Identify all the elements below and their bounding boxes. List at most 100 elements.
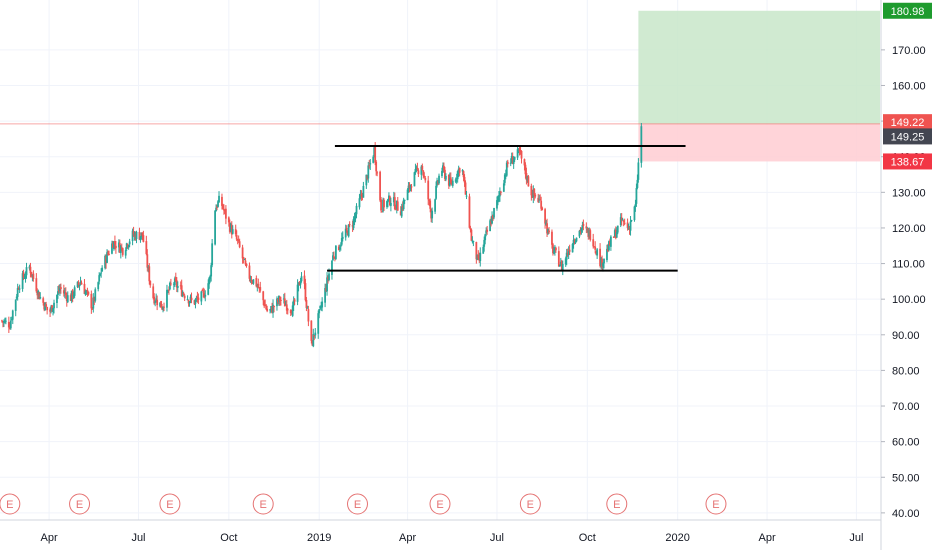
candle-body[interactable] <box>224 208 227 219</box>
candle-body[interactable] <box>351 225 354 227</box>
candle-body[interactable] <box>93 297 96 302</box>
candle-body[interactable] <box>31 274 34 276</box>
candle-body[interactable] <box>486 229 489 232</box>
candle-body[interactable] <box>527 176 530 187</box>
candle-body[interactable] <box>468 196 471 228</box>
candle-body[interactable] <box>194 299 197 304</box>
candle-body[interactable] <box>620 217 623 221</box>
candle-body[interactable] <box>249 279 252 281</box>
candle-body[interactable] <box>230 224 233 235</box>
candle-body[interactable] <box>234 229 237 235</box>
candle-body[interactable] <box>83 283 86 294</box>
candle-body[interactable] <box>244 260 247 265</box>
candle-body[interactable] <box>636 179 639 188</box>
candle-body[interactable] <box>80 282 83 285</box>
candle-body[interactable] <box>626 222 629 228</box>
candle-body[interactable] <box>334 245 337 259</box>
candle-body[interactable] <box>544 209 546 224</box>
candle-body[interactable] <box>506 161 509 165</box>
candle-body[interactable] <box>223 208 225 211</box>
candle-body[interactable] <box>182 293 185 295</box>
candle-body[interactable] <box>332 255 334 261</box>
candle-body[interactable] <box>203 293 206 298</box>
candle-body[interactable] <box>592 239 595 247</box>
earnings-marker[interactable] <box>347 493 368 515</box>
candle-body[interactable] <box>273 306 275 308</box>
candle-body[interactable] <box>71 290 74 298</box>
candle-body[interactable] <box>28 266 31 269</box>
candle-body[interactable] <box>496 200 498 209</box>
candle-body[interactable] <box>272 304 274 313</box>
candle-body[interactable] <box>539 199 542 201</box>
candle-body[interactable] <box>155 298 158 303</box>
candle-body[interactable] <box>602 263 604 267</box>
candle-body[interactable] <box>222 204 224 209</box>
candle-body[interactable] <box>504 174 507 176</box>
candle-body[interactable] <box>84 291 87 295</box>
candle-body[interactable] <box>128 241 131 245</box>
candle-body[interactable] <box>310 320 313 341</box>
candle-body[interactable] <box>257 283 260 288</box>
candle-body[interactable] <box>545 222 547 225</box>
candle-body[interactable] <box>149 280 152 286</box>
candle-body[interactable] <box>573 241 576 243</box>
candle-body[interactable] <box>17 288 20 290</box>
candle-body[interactable] <box>399 211 402 216</box>
candle-body[interactable] <box>30 271 33 276</box>
candle-body[interactable] <box>142 235 145 242</box>
candle-body[interactable] <box>526 176 529 181</box>
candle-body[interactable] <box>100 272 103 274</box>
candle-body[interactable] <box>471 240 474 242</box>
candle-body[interactable] <box>180 285 183 297</box>
candle-body[interactable] <box>354 214 357 218</box>
candle-body[interactable] <box>208 277 211 285</box>
candle-body[interactable] <box>163 306 165 308</box>
candle-body[interactable] <box>266 308 269 312</box>
candle-body[interactable] <box>485 230 488 234</box>
candle-body[interactable] <box>152 286 155 299</box>
candle-body[interactable] <box>133 233 136 236</box>
candle-body[interactable] <box>300 276 303 282</box>
candle-body[interactable] <box>421 165 424 170</box>
candle-body[interactable] <box>167 290 169 292</box>
candle-body[interactable] <box>3 320 5 323</box>
candle-body[interactable] <box>353 216 356 220</box>
candle-body[interactable] <box>517 149 520 151</box>
candle-body[interactable] <box>372 156 375 163</box>
candle-body[interactable] <box>214 210 216 245</box>
candle-body[interactable] <box>279 297 281 301</box>
candle-body[interactable] <box>561 264 564 272</box>
candle-body[interactable] <box>499 192 501 197</box>
candle-body[interactable] <box>523 159 526 166</box>
candle-body[interactable] <box>477 254 480 259</box>
candle-body[interactable] <box>113 241 115 250</box>
candle-body[interactable] <box>483 239 486 247</box>
candle-body[interactable] <box>231 229 234 234</box>
candle-body[interactable] <box>482 246 485 254</box>
candle-body[interactable] <box>361 194 364 197</box>
candle-body[interactable] <box>451 180 454 186</box>
candle-body[interactable] <box>235 235 238 240</box>
price-badge-stop[interactable] <box>883 153 932 170</box>
candle-body[interactable] <box>304 283 307 301</box>
candle-body[interactable] <box>472 240 475 242</box>
candle-body[interactable] <box>126 244 129 247</box>
candle-body[interactable] <box>35 278 38 292</box>
candle-body[interactable] <box>91 308 94 310</box>
candle-body[interactable] <box>119 246 122 254</box>
candle-body[interactable] <box>127 245 130 248</box>
candle-body[interactable] <box>476 254 479 260</box>
candle-body[interactable] <box>313 334 316 337</box>
candle-body[interactable] <box>394 208 397 210</box>
candle-body[interactable] <box>600 258 602 267</box>
candle-body[interactable] <box>557 251 560 267</box>
candle-body[interactable] <box>108 253 110 255</box>
candle-body[interactable] <box>312 334 315 347</box>
candle-body[interactable] <box>456 171 459 180</box>
candle-body[interactable] <box>340 238 343 245</box>
candle-body[interactable] <box>1 320 3 322</box>
candle-body[interactable] <box>215 207 217 212</box>
candle-body[interactable] <box>221 196 223 206</box>
earnings-marker[interactable] <box>159 493 181 515</box>
